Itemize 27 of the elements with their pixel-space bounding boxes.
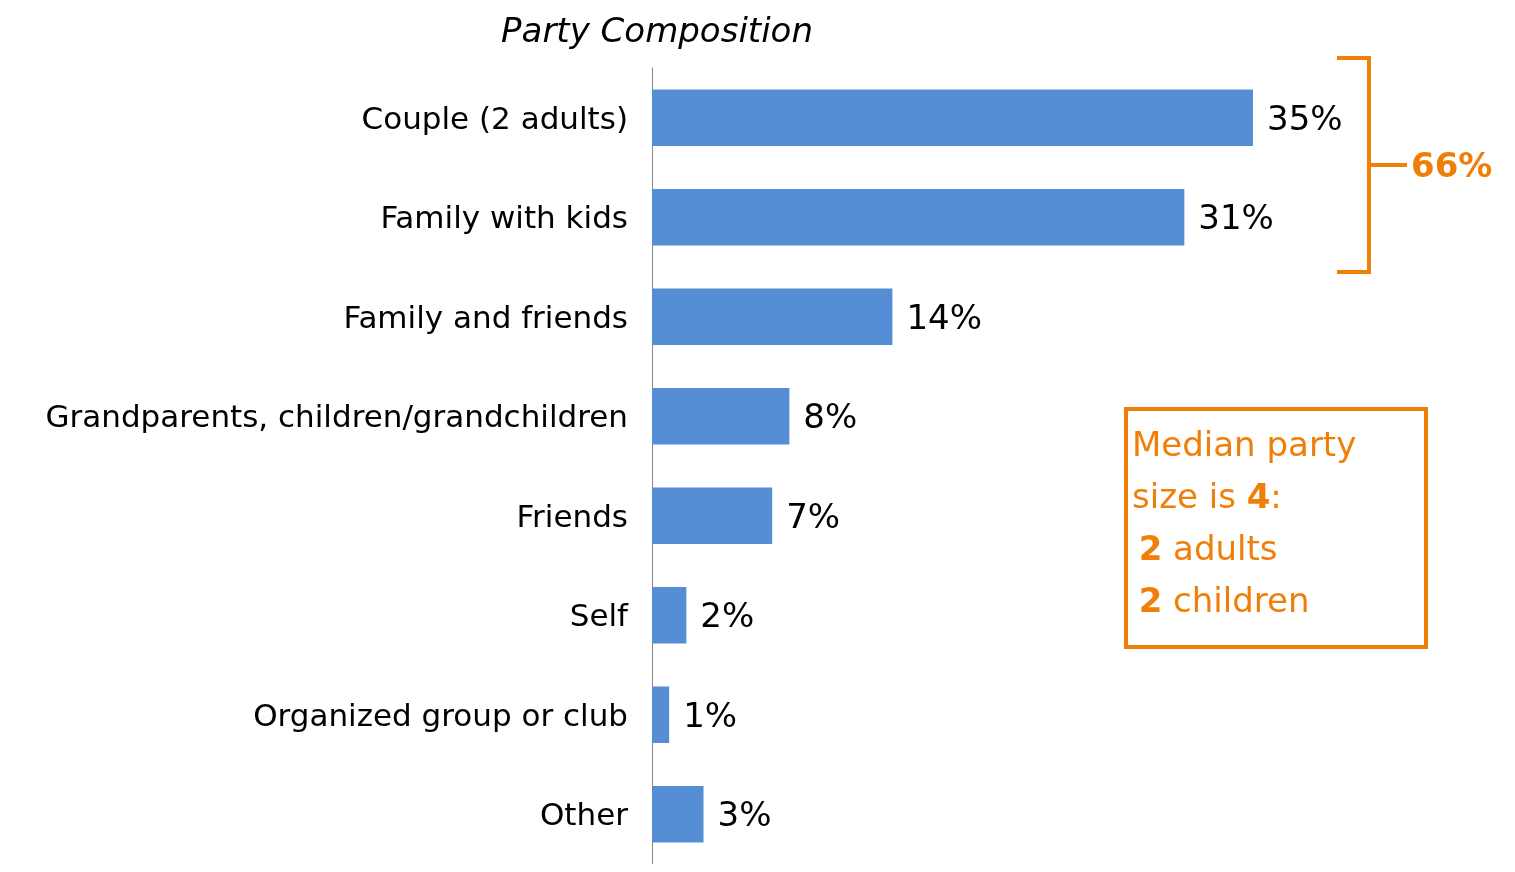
- y-tick-label: Organized group or club: [253, 696, 628, 733]
- data-label: 2%: [700, 595, 755, 636]
- y-tick-label: Couple (2 adults): [361, 99, 628, 136]
- bar: [652, 89, 1253, 147]
- data-label: 3%: [717, 794, 772, 835]
- y-tick-label: Family with kids: [380, 199, 628, 236]
- bar: [652, 785, 704, 843]
- y-tick-label: Friends: [516, 497, 628, 534]
- bar: [652, 686, 670, 744]
- bar: [652, 288, 893, 346]
- text: 66%: [1411, 145, 1493, 186]
- data-label: 35%: [1267, 97, 1343, 138]
- data-label: 31%: [1198, 197, 1274, 238]
- y-tick-label: Self: [569, 597, 630, 634]
- bar: [652, 387, 790, 445]
- y-tick-label: Family and friends: [343, 298, 628, 335]
- data-label: 8%: [803, 396, 858, 437]
- data-label: 14%: [906, 296, 982, 337]
- y-tick-label: Other: [539, 796, 629, 833]
- data-label: 1%: [683, 694, 738, 735]
- text: Median party size is 4: 2 adults 2 children: [1132, 424, 1357, 620]
- chart-title: Party Composition: [501, 10, 813, 50]
- bar: [652, 487, 773, 545]
- bar: [652, 188, 1185, 246]
- y-tick-label: Grandparents, children/grandchildren: [45, 398, 628, 435]
- bar: [652, 586, 687, 644]
- data-label: 7%: [786, 495, 841, 536]
